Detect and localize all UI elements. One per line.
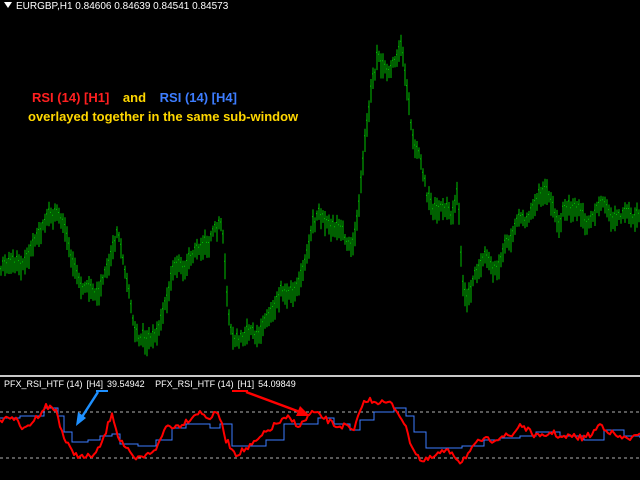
candlestick-bars — [0, 34, 640, 357]
caption-rsi-h1: RSI (14) [H1] — [32, 90, 110, 105]
rsi-h4-line — [0, 407, 640, 449]
chart-header: EURGBP,H1 0.84606 0.84639 0.84541 0.8457… — [4, 1, 228, 12]
h4-indicator-tag: [H4] — [86, 379, 104, 389]
h4-indicator-name: PFX_RSI_HTF (14) — [4, 379, 83, 389]
caption-and: and — [122, 90, 147, 105]
red-arrow-head — [296, 406, 310, 416]
h1-indicator-name: PFX_RSI_HTF (14) — [155, 379, 234, 389]
caption-line-1: RSI (14) [H1] and RSI (14) [H4] — [32, 90, 237, 105]
blue-arrow-shaft — [78, 391, 100, 421]
blue-arrow-head — [76, 412, 86, 426]
dropdown-triangle-icon[interactable] — [4, 2, 12, 8]
h4-indicator-value: 39.54942 — [107, 379, 145, 389]
symbol-timeframe: EURGBP,H1 — [16, 1, 73, 12]
close-price: 0.84573 — [192, 1, 229, 12]
red-arrow-icon — [232, 390, 310, 416]
rsi-h1-line — [0, 396, 640, 465]
h1-indicator-value: 54.09849 — [258, 379, 296, 389]
h1-indicator-tag: [H1] — [237, 379, 255, 389]
caption-line-2: overlayed together in the same sub-windo… — [28, 109, 299, 124]
high-price: 0.84639 — [114, 1, 151, 12]
caption-rsi-h4: RSI (14) [H4] — [159, 90, 237, 105]
subwindow-separator[interactable] — [0, 375, 640, 377]
blue-arrow-icon — [76, 390, 108, 426]
low-price: 0.84541 — [153, 1, 190, 12]
open-price: 0.84606 — [75, 1, 112, 12]
indicator-header: PFX_RSI_HTF (14) [H4] 39.54942 PFX_RSI_HTF… — [4, 379, 300, 389]
red-arrow-shaft — [245, 390, 301, 414]
price-chart[interactable] — [0, 0, 640, 375]
